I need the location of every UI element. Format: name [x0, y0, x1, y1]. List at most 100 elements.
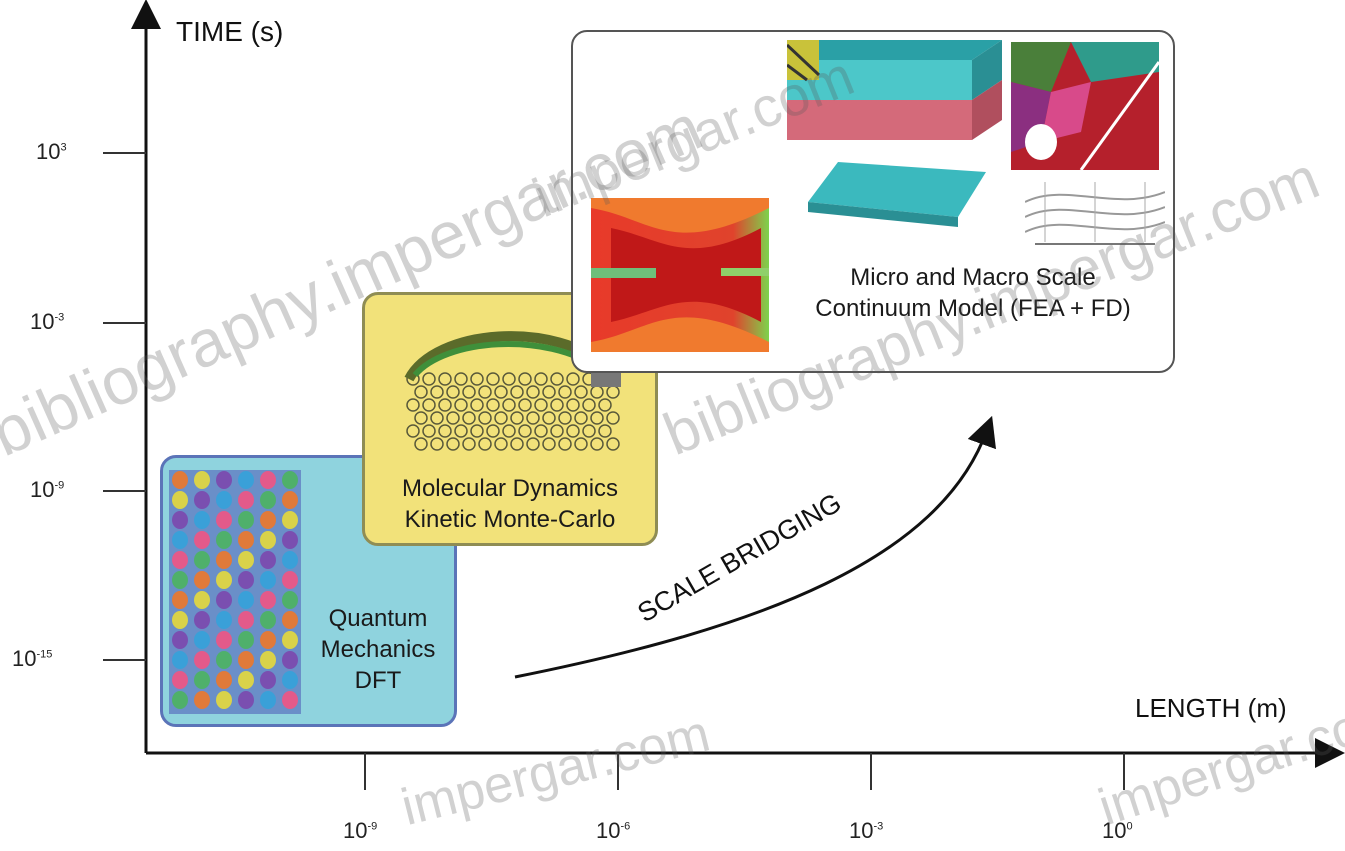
atom-tile: [238, 691, 254, 709]
atom-tile: [260, 491, 276, 509]
lattice-atom: [438, 424, 452, 438]
continuum-model-label: Micro and Macro Scale Continuum Model (F…: [815, 264, 1131, 322]
lattice-atom: [486, 424, 500, 438]
lattice-atom: [590, 411, 604, 425]
lattice-atom: [478, 411, 492, 425]
atom-tile: [172, 571, 188, 589]
atom-tile: [260, 531, 276, 549]
lattice-atom: [430, 385, 444, 399]
lattice-atom: [542, 411, 556, 425]
lattice-atom: [550, 424, 564, 438]
atom-tile: [172, 551, 188, 569]
lattice-atom: [414, 437, 428, 451]
lattice-atom: [430, 411, 444, 425]
atom-tile: [194, 631, 210, 649]
lattice-atom: [454, 372, 468, 386]
lattice-atom: [534, 398, 548, 412]
atom-tile: [194, 491, 210, 509]
atom-tile: [260, 571, 276, 589]
atom-tile: [260, 591, 276, 609]
lattice-atom: [446, 385, 460, 399]
y-axis-title: TIME (s): [176, 16, 284, 47]
atom-tile: [216, 531, 232, 549]
atom-tile: [238, 471, 254, 489]
atom-tile: [282, 551, 298, 569]
lattice-atom: [502, 398, 516, 412]
lattice-atom: [430, 437, 444, 451]
atom-tile: [238, 491, 254, 509]
lattice-atom: [438, 398, 452, 412]
lattice-atom: [478, 385, 492, 399]
atom-tile: [282, 611, 298, 629]
atom-tile: [238, 551, 254, 569]
x-tick-label: 10-9: [343, 818, 378, 843]
lattice-atom: [542, 437, 556, 451]
lattice-atom: [478, 437, 492, 451]
x-tick-label: 10-6: [596, 818, 631, 843]
atom-tile: [282, 631, 298, 649]
lattice-atom: [494, 437, 508, 451]
lattice-atom: [574, 411, 588, 425]
lattice-atom: [502, 424, 516, 438]
atom-tile: [282, 491, 298, 509]
lattice-atom: [462, 437, 476, 451]
atom-tile: [282, 591, 298, 609]
lattice-atom: [486, 372, 500, 386]
atom-tile: [260, 611, 276, 629]
lattice-atom: [446, 411, 460, 425]
atom-tile: [194, 511, 210, 529]
atom-tile: [238, 671, 254, 689]
lattice-atom: [462, 411, 476, 425]
atom-tile: [260, 511, 276, 529]
lattice-atom: [526, 437, 540, 451]
lattice-atom: [414, 411, 428, 425]
lattice-atom: [454, 424, 468, 438]
atom-tile: [282, 571, 298, 589]
atom-tile: [194, 611, 210, 629]
atom-tile: [216, 511, 232, 529]
atom-tile: [172, 691, 188, 709]
lattice-atom: [566, 372, 580, 386]
atom-tile: [194, 551, 210, 569]
lattice-atom: [470, 398, 484, 412]
dft-structure-image: [169, 470, 301, 714]
atom-tile: [260, 651, 276, 669]
lattice-atom: [526, 411, 540, 425]
lattice-atom: [518, 398, 532, 412]
atom-tile: [238, 571, 254, 589]
layered-block-image: [787, 40, 1002, 140]
atom-tile: [260, 691, 276, 709]
atom-tile: [194, 471, 210, 489]
atom-tile: [282, 651, 298, 669]
atom-tile: [194, 691, 210, 709]
lattice-atom: [462, 385, 476, 399]
lattice-atom: [494, 411, 508, 425]
lattice-atom: [590, 437, 604, 451]
lattice-atom: [542, 385, 556, 399]
lattice-atom: [446, 437, 460, 451]
atom-tile: [216, 691, 232, 709]
lattice-atom: [518, 424, 532, 438]
atom-tile: [172, 591, 188, 609]
thin-plate-image: [808, 162, 986, 227]
lattice-atom: [566, 424, 580, 438]
atom-tile: [216, 591, 232, 609]
atom-tile: [172, 511, 188, 529]
lattice-atom: [518, 372, 532, 386]
y-tick-label: 10-9: [30, 477, 65, 502]
atom-tile: [238, 531, 254, 549]
atom-tile: [172, 651, 188, 669]
atom-tile: [216, 571, 232, 589]
lattice-atom: [566, 398, 580, 412]
atom-tile: [216, 491, 232, 509]
lattice-atom: [406, 398, 420, 412]
lattice-atom: [558, 411, 572, 425]
atom-tile: [238, 631, 254, 649]
lattice-atom: [494, 385, 508, 399]
atom-tile: [172, 491, 188, 509]
lattice-atom: [422, 398, 436, 412]
atom-tile: [282, 511, 298, 529]
atom-tile: [216, 671, 232, 689]
atom-tile: [194, 671, 210, 689]
